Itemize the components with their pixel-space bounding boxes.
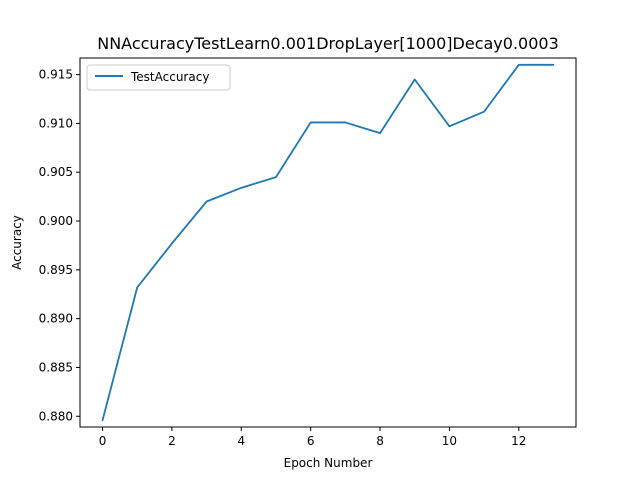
legend: TestAccuracy: [86, 64, 231, 91]
legend-label: TestAccuracy: [130, 70, 209, 84]
x-axis-label: Epoch Number: [284, 456, 373, 470]
series-layer: [101, 63, 555, 422]
series-line-0: [101, 63, 555, 422]
plot-area-frame: [79, 57, 577, 428]
y-tick-label: 0.885: [39, 360, 73, 374]
x-tick-label: 6: [307, 434, 315, 448]
chart-title: NNAccuracyTestLearn0.001DropLayer[1000]D…: [97, 34, 559, 53]
y-tick-label: 0.895: [39, 263, 73, 277]
y-tick-label: 0.890: [39, 312, 73, 326]
y-tick-label: 0.905: [39, 165, 73, 179]
y-tick-label: 0.910: [39, 116, 73, 130]
x-tick-label: 12: [511, 434, 526, 448]
x-tick-label: 2: [168, 434, 176, 448]
legend-box: [86, 64, 231, 91]
y-axis-label: Accuracy: [10, 215, 24, 270]
x-axis-ticks: 0 2 4 6 8 10 12: [99, 427, 526, 448]
x-tick-label: 4: [237, 434, 245, 448]
y-tick-label: 0.900: [39, 214, 73, 228]
x-tick-label: 10: [442, 434, 457, 448]
y-tick-label: 0.915: [39, 68, 73, 82]
x-tick-label: 8: [376, 434, 384, 448]
x-tick-label: 0: [99, 434, 107, 448]
y-axis-ticks: 0.880 0.885 0.890 0.895 0.900 0.905 0.910 0.915: [39, 68, 80, 423]
y-tick-label: 0.880: [39, 409, 73, 423]
